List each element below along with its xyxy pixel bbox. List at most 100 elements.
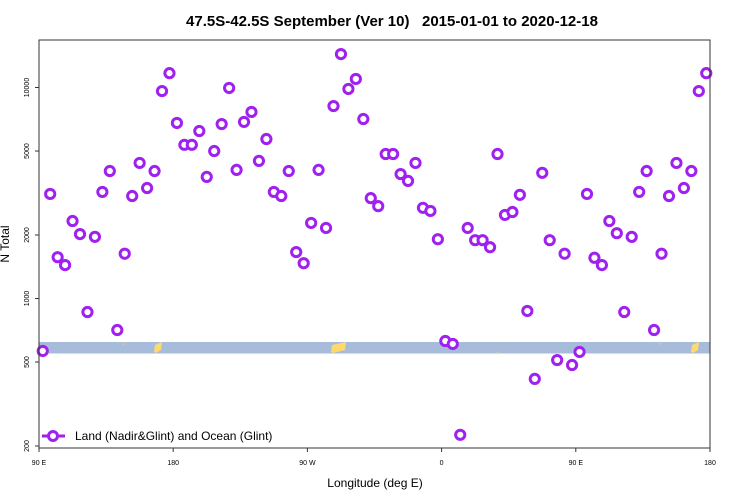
data-point [96, 185, 109, 199]
data-point [81, 305, 94, 319]
data-point [126, 189, 139, 203]
data-point [334, 48, 348, 61]
data-point [163, 67, 176, 80]
data-point [543, 234, 556, 247]
data-point [424, 204, 437, 218]
data-point [372, 200, 385, 213]
data-point [36, 344, 49, 358]
data-point [551, 353, 564, 367]
data-point [275, 189, 288, 203]
data-point [305, 216, 318, 230]
data-point [558, 247, 571, 260]
data-point [73, 227, 87, 241]
data-point [223, 81, 236, 95]
data-point [66, 214, 79, 228]
data-point [431, 233, 444, 246]
data-point [349, 72, 362, 86]
data-point [700, 67, 713, 80]
data-point [677, 181, 691, 195]
data-point [364, 192, 377, 205]
data-point [610, 227, 623, 240]
data-point [670, 156, 683, 170]
y-tick-label: 2000 [24, 227, 31, 243]
data-point [394, 167, 407, 181]
y-tick-label: 10000 [24, 78, 31, 98]
data-point [588, 251, 601, 264]
data-point [618, 305, 631, 319]
data-point [625, 230, 638, 243]
data-point [170, 116, 184, 130]
y-axis: 200 500 1000 2000 5000 10000 [24, 78, 39, 452]
data-point [640, 164, 653, 178]
data-point [44, 187, 57, 201]
data-point [342, 82, 355, 96]
x-tick-label: 90 E [569, 460, 584, 467]
data-point [536, 166, 549, 179]
chart-title: 47.5S-42.5S September (Ver 10) 2015-01-0… [186, 13, 598, 30]
data-point [685, 164, 698, 178]
data-point [692, 84, 705, 98]
data-point [573, 345, 586, 359]
data-point [312, 163, 325, 176]
y-tick-label: 200 [24, 440, 31, 452]
ocean-band [39, 342, 710, 354]
data-point [319, 221, 333, 235]
data-points [36, 48, 713, 441]
data-point [521, 304, 534, 318]
data-point [51, 251, 64, 264]
data-point [260, 132, 273, 146]
data-point [483, 241, 497, 254]
data-point [148, 164, 161, 178]
data-point [513, 188, 526, 201]
data-point [118, 247, 131, 260]
land-patch [497, 350, 499, 355]
data-point [476, 234, 489, 247]
data-point [454, 428, 467, 441]
data-point [327, 99, 340, 113]
legend-label: Land (Nadir&Glint) and Ocean (Glint) [75, 429, 272, 443]
x-tick-label: 90 E [32, 460, 47, 467]
land-patch [122, 342, 125, 345]
data-point [662, 189, 676, 203]
data-point [88, 230, 102, 243]
map-strip [39, 341, 710, 355]
data-point [215, 117, 228, 131]
plot-frame [38, 39, 711, 449]
data-point [252, 154, 266, 167]
x-tick-label: 180 [167, 460, 179, 467]
data-point [111, 323, 124, 337]
data-point [155, 84, 169, 98]
data-point [409, 156, 422, 170]
data-point [245, 105, 258, 119]
legend-marker [47, 430, 59, 442]
data-point [401, 174, 415, 187]
land-patch [691, 342, 699, 353]
land-patch [659, 341, 662, 345]
y-tick-label: 500 [24, 356, 31, 368]
legend: Land (Nadir&Glint) and Ocean (Glint) [42, 429, 272, 443]
data-point [446, 337, 459, 351]
data-point [357, 112, 370, 126]
data-point [185, 138, 198, 151]
data-point [506, 205, 519, 219]
data-point [200, 170, 213, 184]
data-point [133, 156, 146, 170]
x-axis-label: Longitude (deg E) [327, 476, 422, 490]
data-point [387, 147, 400, 161]
data-point [655, 247, 668, 260]
data-point [282, 164, 295, 178]
data-point [103, 164, 116, 178]
data-point [297, 257, 310, 270]
data-point [461, 221, 474, 235]
land-patch [331, 342, 346, 353]
x-tick-label: 90 W [299, 460, 316, 467]
x-tick-label: 0 [440, 460, 444, 467]
data-point [647, 323, 661, 337]
data-point [580, 187, 594, 201]
data-point [491, 147, 504, 161]
x-axis: 90 E 180 90 W 0 90 E 180 [32, 448, 716, 467]
data-point [633, 185, 646, 199]
y-tick-label: 1000 [24, 291, 31, 307]
data-point [230, 163, 243, 176]
